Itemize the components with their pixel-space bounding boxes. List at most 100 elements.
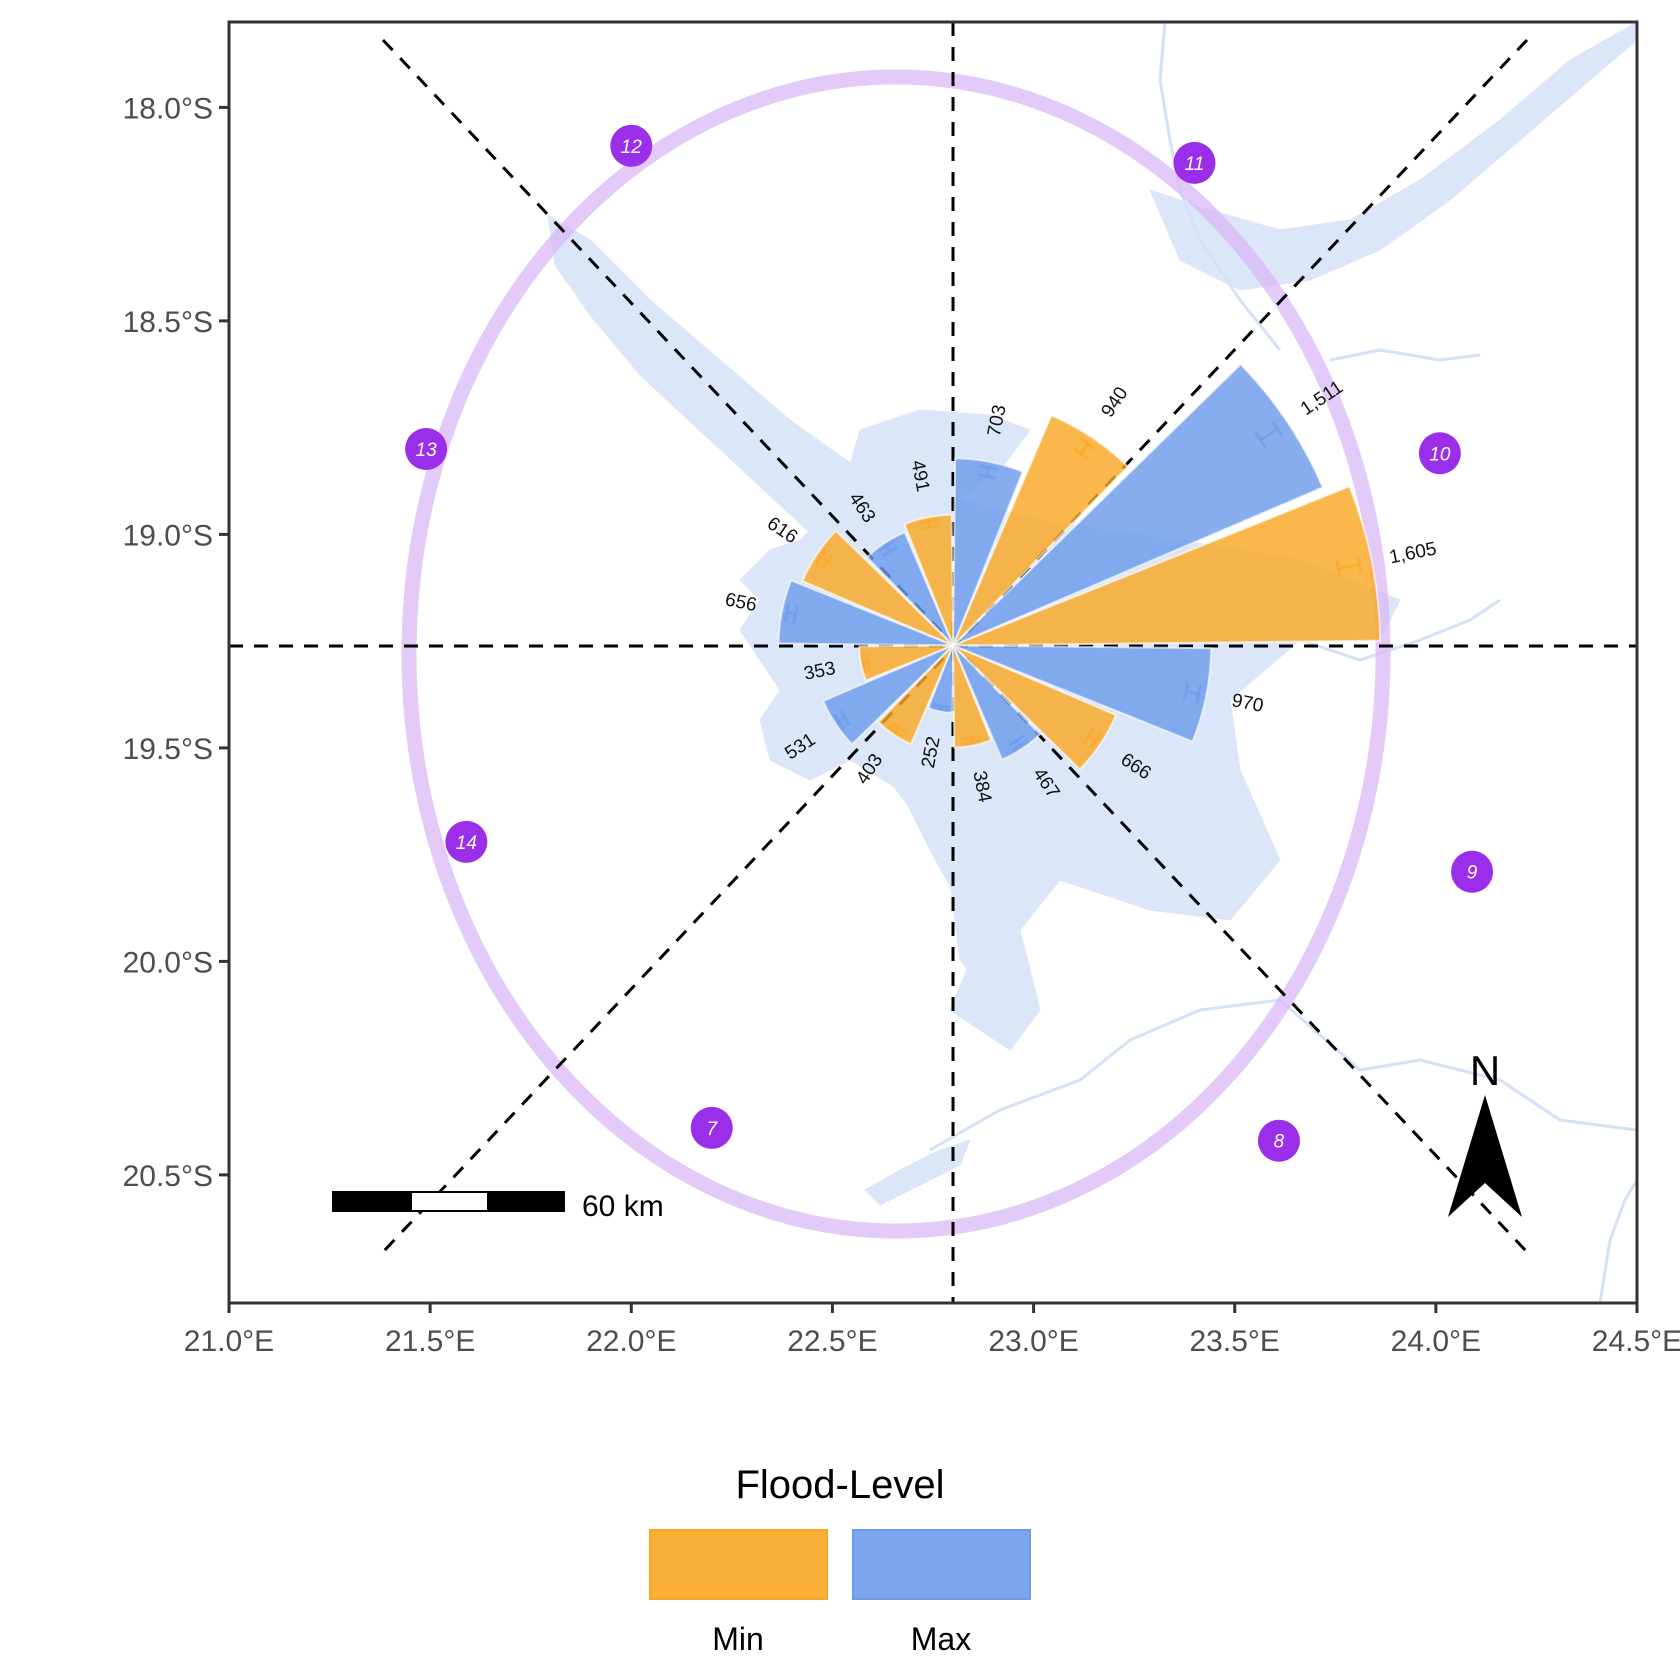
site-marker-label-13: 13 [416, 440, 438, 461]
y-tick-label-2: 19.0°S [123, 519, 213, 552]
legend-title: Flood-Level [735, 1463, 944, 1507]
rose-bar-min-4 [903, 513, 955, 646]
error-bar-cap-1-1 [1271, 420, 1284, 438]
error-bar-cap-15-1 [1195, 685, 1202, 704]
error-bar-cap-7-0 [792, 604, 799, 624]
scale-bar-segment-1 [332, 1191, 412, 1212]
river-line-east-branch [1329, 348, 1481, 362]
error-bar-cap-6-0 [821, 553, 834, 570]
error-bar-cap-10-1 [887, 725, 904, 739]
error-bar-cap-2-1 [1079, 437, 1097, 450]
x-tick-label-3: 22.5°E [787, 1325, 877, 1358]
rose-bar-max-5 [865, 530, 955, 647]
error-bar-1 [1254, 420, 1284, 449]
site-marker-label-7: 7 [706, 1119, 718, 1140]
site-marker-12: 12 [610, 124, 653, 167]
site-markers: 7 8 9 10 11 12 13 14 [405, 124, 1494, 1162]
error-bar-cap-13-0 [1008, 734, 1025, 747]
x-tick-label-1: 21.5°E [385, 1325, 475, 1358]
y-tick-label-4: 20.0°S [123, 946, 213, 979]
rose-bar-max-3 [952, 457, 1025, 646]
rose-bar-min-6 [801, 529, 954, 647]
rose-bar-min-8 [858, 644, 954, 682]
error-bar-cap-2-0 [1072, 447, 1090, 461]
error-bar-cap-15-0 [1182, 682, 1190, 701]
error-bar-cap-14-1 [1089, 732, 1103, 750]
river-line-southeast [1598, 1179, 1637, 1303]
error-bar-cap-5-1 [878, 539, 896, 553]
site-marker-9: 9 [1451, 850, 1494, 893]
y-tick-label-3: 19.5°S [123, 733, 213, 766]
error-bar-cap-8-1 [860, 654, 867, 673]
site-marker-13: 13 [405, 428, 448, 470]
error-bar-15 [1182, 682, 1202, 704]
y-tick-label-0: 18.0°S [123, 92, 213, 125]
error-bar-cap-11-0 [931, 702, 951, 710]
site-marker-11: 11 [1173, 141, 1216, 184]
delta-lower-fingers [879, 699, 1011, 1001]
rose-bar-max-11 [926, 645, 955, 714]
rose-bar-min-10 [876, 644, 955, 746]
rose-bar-min-0 [952, 485, 1382, 647]
site-marker-dot-12 [610, 124, 653, 167]
site-marker-8: 8 [1257, 1119, 1300, 1162]
x-axis: 21.0°E 21.5°E 22.0°E 22.5°E 23.0°E 23.5°E 24.0… [184, 1303, 1680, 1358]
error-bar-4 [919, 517, 939, 531]
rose-bars [777, 362, 1382, 771]
rose-bar-max-1 [952, 362, 1325, 647]
legend: Flood-Level Min Max [649, 1463, 1031, 1657]
error-bar-cap-8-0 [865, 653, 872, 672]
site-marker-14: 14 [445, 820, 488, 863]
x-tick-label-6: 24.0°E [1391, 1325, 1481, 1358]
error-bar-cap-4-1 [919, 517, 938, 525]
error-bar-3 [977, 464, 998, 480]
site-marker-dot-13 [405, 428, 448, 470]
error-bar-cap-14-0 [1082, 727, 1095, 745]
error-bar-cap-10-0 [889, 721, 907, 734]
y-axis: 18.0°S 18.5°S 19.0°S 19.5°S 20.0°S 20.5°S [123, 92, 229, 1193]
error-bar-2 [1072, 437, 1097, 461]
scale-bar: 60 km [332, 1190, 664, 1223]
error-bar-cap-13-1 [1011, 739, 1029, 752]
error-bar-7 [783, 603, 799, 624]
error-bar-13 [1008, 734, 1029, 752]
error-bar-cap-5-0 [881, 544, 899, 558]
y-tick-label-5: 20.5°S [123, 1160, 213, 1193]
error-bar-10 [887, 721, 907, 739]
x-tick-label-4: 23.0°E [988, 1325, 1078, 1358]
north-arrow-icon [1448, 1095, 1522, 1217]
site-marker-10: 10 [1418, 432, 1461, 475]
scale-bar-segment-2 [410, 1191, 489, 1212]
rose-bar-max-15 [952, 644, 1213, 743]
error-bar-8 [860, 653, 872, 673]
north-east-river-water [1149, 22, 1637, 291]
error-bar-14 [1082, 727, 1103, 750]
site-marker-dot-8 [1257, 1119, 1300, 1162]
error-bar-cap-4-0 [920, 524, 939, 531]
site-marker-label-14: 14 [456, 833, 477, 854]
error-bar-cap-6-1 [814, 548, 828, 566]
error-bar-cap-9-0 [838, 709, 852, 726]
error-bar-cap-9-1 [832, 713, 846, 730]
north-arrow: N [1448, 1047, 1522, 1217]
site-marker-label-11: 11 [1185, 154, 1205, 175]
legend-label-max: Max [911, 1621, 971, 1657]
rose-bar-min-2 [952, 414, 1130, 647]
x-tick-label-2: 22.0°E [586, 1325, 676, 1358]
site-marker-dot-10 [1418, 432, 1461, 475]
error-bar-5 [878, 539, 899, 558]
error-bar-cap-3-0 [977, 473, 996, 480]
x-tick-label-5: 23.5°E [1190, 1325, 1280, 1358]
river-line-east [1299, 598, 1501, 662]
legend-swatch-max [852, 1529, 1031, 1600]
rose-bar-min-14 [952, 644, 1118, 771]
y-tick-label-1: 18.5°S [123, 306, 213, 339]
site-marker-label-8: 8 [1274, 1132, 1285, 1153]
error-bar-0 [1335, 555, 1363, 578]
rose-bar-max-13 [952, 644, 1042, 762]
error-bar-cap-7-1 [783, 603, 791, 622]
legend-swatch-min [649, 1529, 828, 1600]
site-marker-label-12: 12 [621, 137, 643, 158]
error-bar-9 [832, 709, 852, 730]
